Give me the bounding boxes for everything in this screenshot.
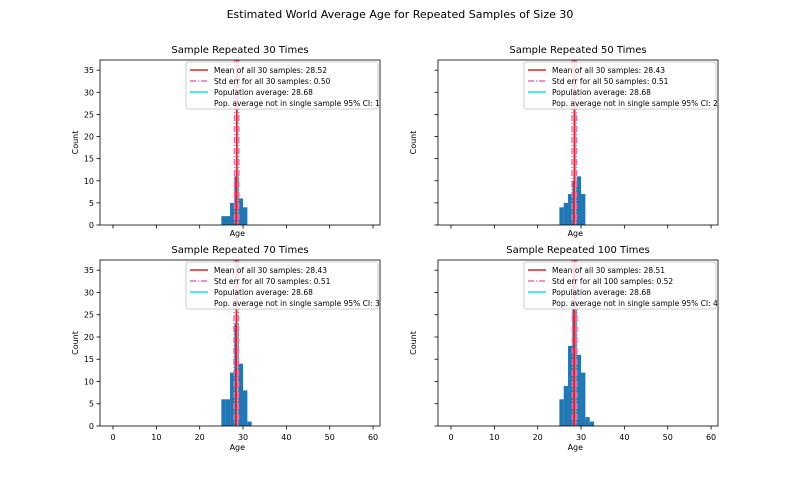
x-tick-label: 30 (576, 433, 586, 442)
x-tick-label: 10 (489, 433, 499, 442)
y-tick-label: 30 (84, 288, 94, 297)
histogram-bar (563, 385, 569, 426)
legend-entry: Mean of all 30 samples: 28.52 (214, 66, 327, 75)
histogram-bar (247, 421, 252, 426)
legend-entry: Population average: 28.68 (214, 88, 313, 97)
histogram-bar (559, 207, 564, 225)
legend-entry: Mean of all 30 samples: 28.43 (214, 266, 327, 275)
x-tick-label: 50 (325, 433, 335, 442)
legend-entry: Mean of all 30 samples: 28.43 (552, 66, 665, 75)
legend-box (523, 261, 717, 310)
y-tick-label: 25 (84, 110, 94, 119)
subplot-1: 0 5 10 15 20 25 30 35 Sample Repeated 30 Times Ag… (71, 45, 381, 238)
histogram-bar (589, 421, 595, 426)
y-axis-label: Count (71, 331, 80, 355)
legend-box (185, 261, 379, 310)
legend-entry: Mean of all 30 samples: 28.51 (552, 266, 665, 275)
histogram-bar (563, 202, 569, 225)
histogram-bar (576, 176, 582, 225)
histogram-bar (221, 216, 231, 225)
histogram-bar (585, 417, 590, 426)
x-tick-label: 0 (448, 433, 453, 442)
y-tick-label: 10 (84, 377, 94, 386)
x-tick-label: 30 (238, 433, 248, 442)
legend-entry: Population average: 28.68 (552, 288, 651, 297)
subplot-title: Sample Repeated 100 Times (506, 245, 650, 256)
y-tick-label: 10 (84, 177, 94, 186)
y-tick-label: 25 (84, 311, 94, 320)
histogram-bar (238, 363, 244, 426)
subplot-3: 0 10 20 30 40 50 60 0 5 10 15 20 25 30 35 Sample Repeat… (71, 245, 381, 452)
x-tick-label: 20 (533, 433, 543, 442)
x-axis-label: Age (568, 229, 584, 238)
histogram-bar (576, 354, 582, 426)
legend-entry: Pop. average not in single sample 95% CI… (552, 99, 718, 108)
histogram-bar (230, 372, 235, 426)
histogram-bar (230, 202, 235, 225)
x-axis-label: Age (230, 443, 246, 452)
x-tick-label: 50 (663, 433, 673, 442)
subplot-2: Sample Repeated 50 Times Age Count Mean of … (409, 45, 719, 238)
legend-entry: Pop. average not in single sample 95% CI… (214, 299, 380, 308)
y-tick-label: 15 (84, 155, 94, 164)
y-tick-label: 5 (89, 199, 94, 208)
subplot-title: Sample Repeated 50 Times (509, 45, 646, 56)
subplot-title: Sample Repeated 30 Times (171, 45, 308, 56)
histogram-bar (568, 345, 573, 426)
x-tick-label: 60 (706, 433, 716, 442)
legend: Mean of all 30 samples: 28.43 Std err for… (523, 61, 718, 110)
legend-entry: Std err for all 70 samples: 0.51 (214, 277, 331, 286)
axes-frame (437, 59, 719, 226)
x-tick-label: 40 (281, 433, 291, 442)
legend: Mean of all 30 samples: 28.51 Std err for… (523, 261, 718, 310)
histogram-bar (221, 399, 226, 426)
y-tick-label: 0 (89, 221, 94, 230)
axes-frame (99, 259, 381, 427)
y-tick-label: 15 (84, 355, 94, 364)
legend-entry: Pop. average not in single sample 95% CI… (552, 299, 718, 308)
legend: Mean of all 30 samples: 28.52 Std err for… (185, 61, 380, 110)
histogram-bar (581, 372, 586, 426)
y-tick-label: 35 (84, 266, 94, 275)
axes-frame (99, 59, 381, 226)
legend-entry: Population average: 28.68 (552, 88, 651, 97)
y-tick-label: 0 (89, 422, 94, 431)
legend-entry: Std err for all 100 samples: 0.52 (552, 277, 673, 286)
figure-title: Estimated World Average Age for Repeated… (227, 8, 574, 21)
subplot-4: 0 10 20 30 40 50 60 Sample Repeated 100 Times Ag… (409, 245, 719, 452)
x-tick-label: 60 (368, 433, 378, 442)
y-axis-label: Count (71, 131, 80, 155)
y-axis-label: Count (409, 331, 418, 355)
x-axis-label: Age (230, 229, 246, 238)
legend-entry: Std err for all 50 samples: 0.51 (552, 77, 669, 86)
legend-entry: Pop. average not in single sample 95% CI… (214, 99, 380, 108)
y-tick-label: 30 (84, 88, 94, 97)
histogram-bar (243, 207, 248, 225)
y-tick-label: 35 (84, 66, 94, 75)
legend-entry: Std err for all 30 samples: 0.50 (214, 77, 331, 86)
x-tick-label: 40 (619, 433, 629, 442)
x-tick-label: 0 (110, 433, 115, 442)
legend-box (523, 61, 717, 110)
x-tick-label: 20 (195, 433, 205, 442)
y-tick-label: 5 (89, 400, 94, 409)
x-tick-label: 10 (151, 433, 161, 442)
axes-frame (437, 259, 719, 427)
legend: Mean of all 30 samples: 28.43 Std err for… (185, 261, 380, 310)
histogram-bar (243, 390, 248, 426)
histogram-bar (225, 399, 231, 426)
subplot-title: Sample Repeated 70 Times (171, 245, 308, 256)
histogram-bar (238, 198, 244, 225)
histogram-bar (559, 399, 564, 426)
legend-entry: Population average: 28.68 (214, 288, 313, 297)
histogram-bar (568, 194, 573, 225)
y-axis-label: Count (409, 131, 418, 155)
histogram-bar (581, 194, 586, 225)
y-tick-label: 20 (84, 333, 94, 342)
legend-box (185, 61, 379, 110)
x-axis-label: Age (568, 443, 584, 452)
y-tick-label: 20 (84, 133, 94, 142)
